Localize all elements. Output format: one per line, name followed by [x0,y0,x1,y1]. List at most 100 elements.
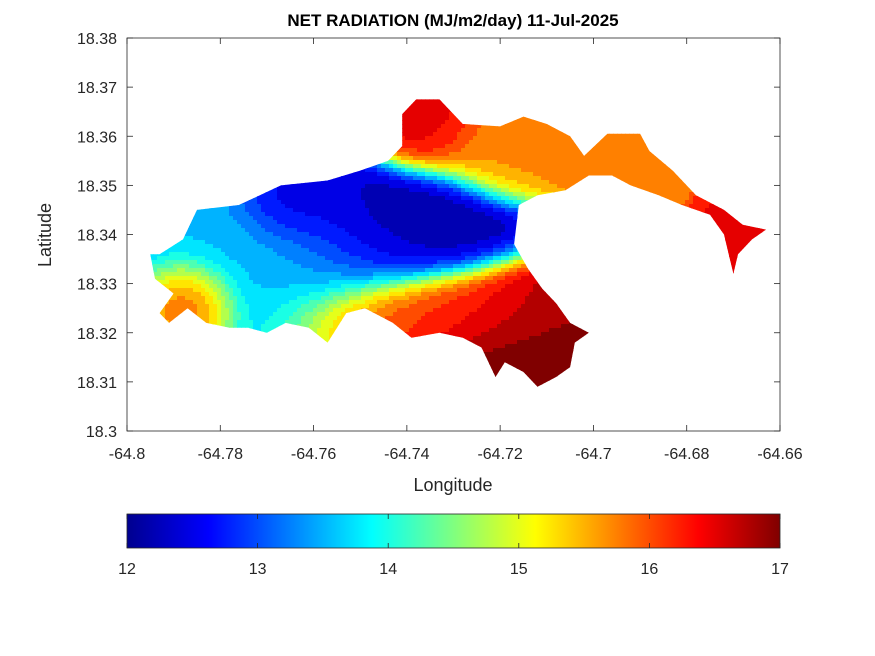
field-cell [241,256,246,261]
field-cell [261,248,266,253]
field-cell [321,224,326,229]
field-cell [257,288,262,293]
field-cell [277,204,282,209]
field-cell [285,220,290,225]
field-cell [381,184,386,189]
field-cell [245,324,250,329]
field-cell [289,320,294,325]
field-cell [389,292,394,297]
field-cell [301,292,306,297]
field-cell [213,232,218,237]
field-cell [193,236,198,241]
field-cell [185,244,190,249]
field-cell [397,288,402,293]
field-cell [389,272,394,277]
field-cell [389,168,394,173]
field-cell [349,240,354,245]
field-cell [365,296,370,301]
field-cell [293,224,298,229]
field-cell [401,160,406,165]
field-cell [217,308,222,313]
field-cell [361,288,366,293]
field-cell [201,284,206,289]
field-cell [241,324,246,329]
field-cell [337,192,342,197]
field-cell [349,172,354,177]
field-cell [185,284,190,289]
field-cell [305,200,310,205]
field-cell [313,208,318,213]
field-cell [373,244,378,249]
field-cell [341,288,346,293]
field-cell [325,340,330,345]
field-cell [381,264,386,269]
field-cell [333,324,338,329]
field-cell [393,156,398,161]
field-cell [237,216,242,221]
field-cell [225,272,230,277]
field-cell [377,308,382,313]
field-cell [289,248,294,253]
field-cell [293,288,298,293]
field-cell [285,260,290,265]
field-cell [393,240,398,245]
field-cell [313,248,318,253]
field-cell [353,196,358,201]
field-cell [405,196,410,201]
field-cell [269,296,274,301]
field-cell [277,244,282,249]
field-cell [325,280,330,285]
field-cell [333,316,338,321]
field-cell [325,328,330,333]
field-cell [189,240,194,245]
field-cell [405,124,410,129]
field-cell [221,268,226,273]
field-cell [301,304,306,309]
field-cell [401,284,406,289]
field-cell [213,256,218,261]
field-cell [297,292,302,297]
field-cell [209,316,214,321]
field-cell [169,304,174,309]
field-cell [397,192,402,197]
field-cell [241,232,246,237]
field-cell [213,280,218,285]
field-cell [297,244,302,249]
field-cell [329,328,334,333]
field-cell [309,240,314,245]
field-cell [161,256,166,261]
field-cell [285,236,290,241]
field-cell [189,228,194,233]
field-cell [193,300,198,305]
field-cell [297,236,302,241]
field-cell [365,240,370,245]
field-cell [321,316,326,321]
field-cell [233,324,238,329]
field-cell [381,176,386,181]
field-cell [217,320,222,325]
field-cell [345,256,350,261]
field-cell [269,260,274,265]
field-cell [305,252,310,257]
field-cell [317,256,322,261]
field-cell [265,300,270,305]
field-cell [389,300,394,305]
field-cell [285,280,290,285]
field-cell [185,260,190,265]
field-cell [193,280,198,285]
field-cell [253,256,258,261]
field-cell [385,288,390,293]
field-cell [285,192,290,197]
field-cell [189,244,194,249]
field-cell [265,260,270,265]
field-cell [329,324,334,329]
field-cell [325,180,330,185]
field-cell [381,188,386,193]
field-cell [225,260,230,265]
field-cell [285,276,290,281]
field-cell [397,268,402,273]
field-cell [381,220,386,225]
field-cell [289,292,294,297]
field-cell [301,312,306,317]
field-cell [345,216,350,221]
